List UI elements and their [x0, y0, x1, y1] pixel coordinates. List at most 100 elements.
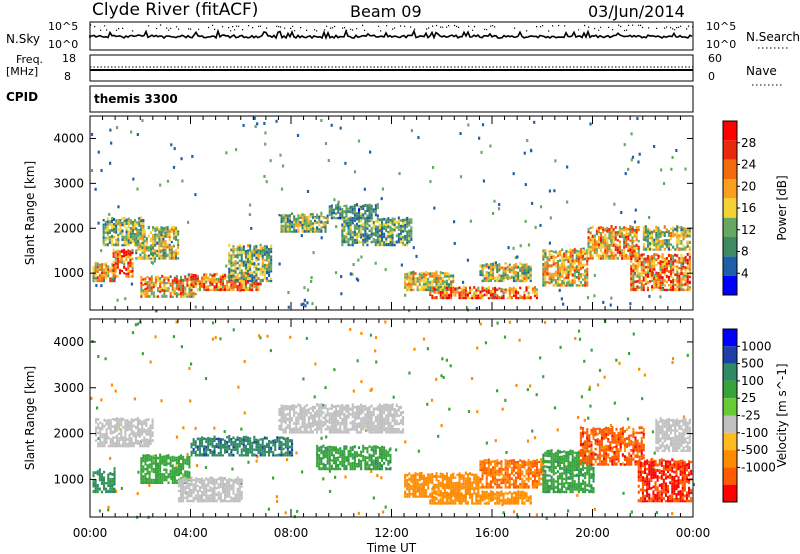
velocity-noise — [596, 383, 600, 387]
power-noise — [337, 200, 340, 204]
power-colorbar-label: 20 — [741, 179, 756, 193]
velocity-noise — [408, 371, 411, 375]
velocity-colorbar-label: -25 — [741, 409, 761, 423]
power-noise — [566, 281, 569, 285]
power-noise — [320, 118, 323, 122]
power-noise — [381, 187, 385, 191]
velocity-noise — [671, 357, 675, 361]
velocity-noise — [255, 459, 258, 463]
velocity-noise — [535, 513, 539, 517]
power-noise — [311, 302, 314, 306]
velocity-noise — [449, 364, 452, 368]
power-noise — [141, 119, 144, 123]
velocity-noise — [384, 505, 387, 509]
velocity-noise — [369, 333, 373, 337]
velocity-colorbar-label: 1000 — [741, 339, 772, 353]
velocity-ytick-label: 1000 — [53, 472, 84, 486]
power-noise — [340, 292, 343, 296]
nsky-tick-top: 10^5 — [48, 20, 79, 33]
nsky-label: N.Sky — [6, 32, 41, 46]
velocity-region — [655, 417, 691, 452]
velocity-xtick-label: 00:00 — [73, 526, 108, 540]
velocity-colorbar-label: 500 — [741, 357, 764, 371]
power-noise — [116, 298, 119, 302]
velocity-noise — [504, 398, 507, 402]
power-noise — [310, 279, 313, 283]
power-noise — [633, 271, 636, 275]
velocity-noise — [543, 320, 547, 324]
velocity-noise — [615, 358, 618, 362]
power-noise — [320, 236, 323, 240]
velocity-noise — [479, 322, 482, 326]
power-noise — [306, 190, 310, 194]
velocity-noise — [632, 332, 635, 336]
velocity-noise — [324, 386, 327, 390]
velocity-noise — [512, 510, 516, 514]
power-noise — [269, 159, 272, 163]
power-noise — [467, 123, 470, 127]
power-noise — [97, 150, 100, 154]
velocity-noise — [302, 377, 305, 381]
power-region — [642, 225, 691, 251]
power-region — [404, 270, 455, 292]
velocity-noise — [114, 389, 117, 393]
velocity-noise — [374, 349, 377, 353]
power-noise — [264, 142, 267, 146]
velocity-noise — [574, 337, 577, 341]
velocity-noise — [137, 470, 140, 474]
power-noise — [459, 132, 462, 136]
velocity-noise — [445, 358, 448, 362]
velocity-noise — [651, 430, 655, 434]
cpid-frame — [89, 85, 694, 113]
power-noise — [501, 295, 504, 299]
velocity-noise — [638, 367, 641, 371]
power-colorbar-label: 16 — [741, 201, 756, 215]
power-noise — [339, 126, 342, 130]
freq-unit: [MHz] — [6, 65, 39, 78]
power-ytick-label: 1000 — [53, 266, 84, 280]
velocity-noise — [107, 508, 110, 512]
power-noise — [415, 254, 418, 258]
power-noise — [533, 120, 536, 124]
velocity-noise — [467, 409, 471, 413]
velocity-noise — [618, 361, 621, 365]
power-colorbar-cell — [723, 140, 737, 160]
power-noise — [629, 302, 632, 306]
power-noise — [633, 220, 637, 224]
power-noise — [653, 144, 656, 148]
velocity-noise — [422, 337, 426, 341]
power-noise — [407, 309, 411, 313]
power-colorbar-cell — [723, 159, 737, 179]
velocity-noise — [420, 471, 423, 475]
power-noise — [279, 153, 282, 157]
power-noise — [602, 300, 605, 304]
power-noise — [130, 130, 133, 134]
velocity-noise — [356, 359, 359, 363]
velocity-noise — [360, 331, 363, 335]
velocity-noise — [295, 451, 298, 455]
velocity-region — [95, 417, 154, 448]
freq-tick-bottom: 8 — [64, 70, 71, 83]
power-noise — [300, 303, 303, 307]
power-noise — [648, 215, 651, 219]
power-noise — [351, 272, 354, 276]
power-noise — [324, 142, 328, 146]
power-noise — [466, 258, 470, 262]
velocity-noise — [160, 399, 163, 403]
velocity-noise — [97, 355, 100, 359]
power-noise — [478, 136, 481, 140]
nave-label: Nave — [746, 64, 777, 78]
velocity-region — [140, 453, 191, 484]
power-noise — [670, 167, 673, 171]
velocity-noise — [328, 469, 332, 473]
velocity-noise — [259, 336, 262, 340]
power-noise — [254, 124, 257, 128]
velocity-noise — [526, 388, 529, 392]
velocity-noise — [213, 426, 216, 430]
velocity-noise — [182, 426, 185, 430]
power-noise — [593, 294, 596, 298]
power-region — [92, 261, 116, 283]
power-noise — [374, 261, 377, 265]
power-noise — [340, 275, 343, 279]
